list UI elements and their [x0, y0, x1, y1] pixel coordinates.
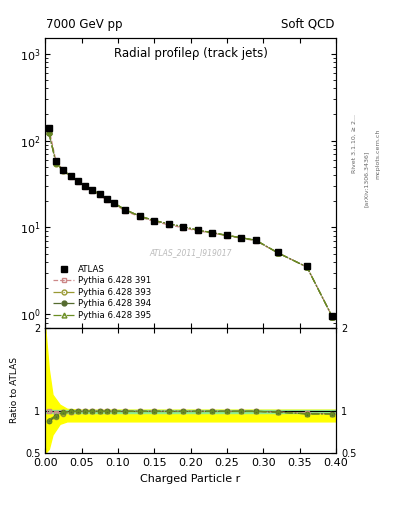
- Text: Soft QCD: Soft QCD: [281, 18, 335, 31]
- X-axis label: Charged Particle r: Charged Particle r: [140, 474, 241, 483]
- Text: 7000 GeV pp: 7000 GeV pp: [46, 18, 123, 31]
- Text: ATLAS_2011_I919017: ATLAS_2011_I919017: [149, 248, 232, 257]
- Y-axis label: Ratio to ATLAS: Ratio to ATLAS: [10, 357, 19, 423]
- Legend: ATLAS, Pythia 6.428 391, Pythia 6.428 393, Pythia 6.428 394, Pythia 6.428 395: ATLAS, Pythia 6.428 391, Pythia 6.428 39…: [50, 261, 154, 324]
- Text: Radial profileρ (track jets): Radial profileρ (track jets): [114, 47, 268, 60]
- Text: Rivet 3.1.10, ≥ 2...: Rivet 3.1.10, ≥ 2...: [352, 114, 357, 173]
- Text: [arXiv:1306.3436]: [arXiv:1306.3436]: [364, 151, 369, 207]
- Text: mcplots.cern.ch: mcplots.cern.ch: [375, 129, 380, 179]
